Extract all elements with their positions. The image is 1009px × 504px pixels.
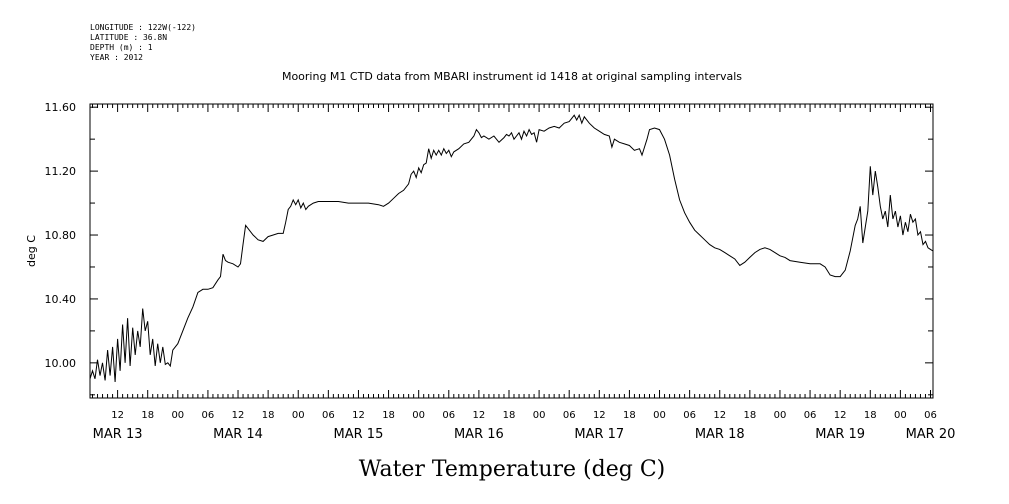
- x-hour-label: 18: [141, 410, 154, 421]
- x-hour-label: 12: [713, 410, 726, 421]
- x-hour-label: 00: [894, 410, 907, 421]
- x-hour-label: 00: [292, 410, 305, 421]
- x-day-label: MAR 14: [213, 427, 263, 442]
- x-hour-label: 06: [683, 410, 696, 421]
- x-hour-label: 06: [924, 410, 937, 421]
- x-hour-label: 12: [593, 410, 606, 421]
- x-hour-label: 12: [352, 410, 365, 421]
- x-hour-label: 00: [653, 410, 666, 421]
- longitude-label: LONGITUDE : 122W(-122): [90, 23, 196, 32]
- x-day-label: MAR 13: [93, 427, 143, 442]
- x-day-label: MAR 16: [454, 427, 504, 442]
- latitude-label: LATITUDE : 36.8N: [90, 33, 167, 42]
- x-hour-label: 06: [804, 410, 817, 421]
- y-axis-label: deg C: [25, 235, 38, 267]
- chart-title: Mooring M1 CTD data from MBARI instrumen…: [282, 70, 742, 83]
- y-tick-label: 11.60: [45, 101, 77, 114]
- axes: 10.00 10.40 10.80 11.20 11.60 12 18 00 06 12 18 00 0…: [45, 101, 956, 442]
- x-hour-label: 06: [202, 410, 215, 421]
- x-day-label: MAR 18: [695, 427, 745, 442]
- x-hour-label: 18: [503, 410, 516, 421]
- x-day-label: MAR 20: [906, 427, 956, 442]
- y-tick-label: 10.40: [45, 293, 77, 306]
- plot-frame: [89, 103, 934, 399]
- x-hour-label: 00: [412, 410, 425, 421]
- x-hour-label: 06: [442, 410, 455, 421]
- x-hour-label: 18: [864, 410, 877, 421]
- x-hour-label: 00: [774, 410, 787, 421]
- x-hour-label: 18: [382, 410, 395, 421]
- y-tick-label: 11.20: [45, 165, 77, 178]
- water-temperature-line: [89, 113, 934, 383]
- x-day-label: MAR 17: [574, 427, 624, 442]
- x-hour-label: 18: [743, 410, 756, 421]
- x-day-label: MAR 19: [815, 427, 865, 442]
- x-hour-label: 06: [322, 410, 335, 421]
- x-day-label: MAR 15: [334, 427, 384, 442]
- depth-label: DEPTH (m) : 1: [90, 43, 153, 52]
- x-axis-label: Water Temperature (deg C): [359, 457, 666, 482]
- x-hour-label: 12: [111, 410, 124, 421]
- x-hour-label: 12: [834, 410, 847, 421]
- y-tick-label: 10.80: [45, 229, 77, 242]
- x-hour-label: 00: [533, 410, 546, 421]
- x-hour-label: 18: [262, 410, 275, 421]
- x-hour-label: 12: [232, 410, 245, 421]
- x-hour-label: 00: [171, 410, 184, 421]
- x-hour-label: 18: [623, 410, 636, 421]
- year-label: YEAR : 2012: [90, 53, 143, 62]
- y-tick-label: 10.00: [45, 357, 77, 370]
- x-hour-label: 06: [563, 410, 576, 421]
- x-hour-label: 12: [473, 410, 486, 421]
